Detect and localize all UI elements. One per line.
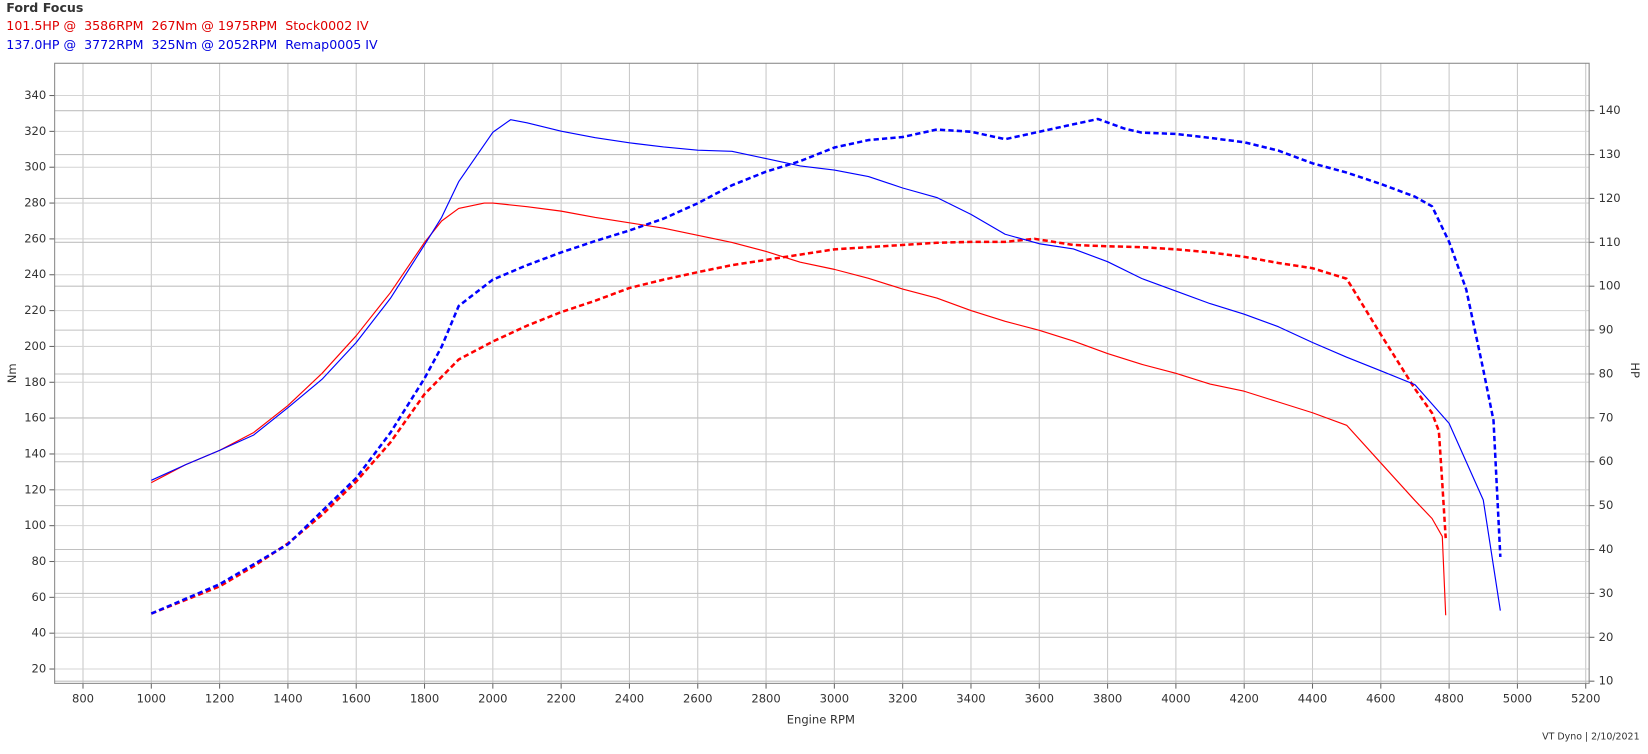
y-tick-label: 320 (24, 124, 46, 138)
y-tick-label: 100 (24, 518, 46, 532)
y2-tick-label: 40 (1599, 542, 1614, 556)
x-tick-label: 1200 (205, 692, 234, 706)
y-tick-label: 260 (24, 231, 46, 245)
torque-curve (151, 202, 1447, 616)
x-tick-label: 3600 (1025, 692, 1054, 706)
x-tick-label: 4400 (1298, 692, 1327, 706)
x-tick-label: 1000 (137, 692, 166, 706)
y-tick-label: 120 (24, 482, 46, 496)
x-tick-label: 4600 (1366, 692, 1395, 706)
y-axis-label: Nm (5, 363, 19, 383)
y-tick-label: 340 (24, 88, 46, 102)
plot-frame (54, 62, 1590, 684)
x-axis-label: Engine RPM (787, 713, 855, 727)
x-tick-label: 2800 (751, 692, 780, 706)
x-tick-label: 800 (72, 692, 94, 706)
x-tick-label: 5200 (1571, 692, 1600, 706)
y-tick-label: 300 (24, 160, 46, 174)
footer: VT Dyno | 2/10/2021 (1542, 731, 1639, 742)
x-tick-label: 4000 (1161, 692, 1190, 706)
x-tick-label: 4200 (1230, 692, 1259, 706)
y2-tick-label: 120 (1599, 191, 1621, 205)
y-tick-label: 280 (24, 196, 46, 210)
y2-tick-label: 70 (1599, 410, 1614, 424)
x-tick-label: 1400 (273, 692, 302, 706)
legend-entry: 101.5HP @ 3586RPM 267Nm @ 1975RPM Stock0… (6, 18, 369, 33)
y-tick-label: 20 (32, 662, 47, 676)
y-tick-label: 40 (32, 626, 47, 640)
y-tick-label: 200 (24, 339, 46, 353)
y2-tick-label: 110 (1599, 235, 1621, 249)
y-tick-label: 240 (24, 267, 46, 281)
torque-curve (151, 119, 1501, 611)
x-tick-label: 3000 (820, 692, 849, 706)
y2-tick-label: 100 (1599, 279, 1621, 293)
x-tick-label: 1600 (342, 692, 371, 706)
y2-tick-label: 60 (1599, 454, 1614, 468)
chart-title: Ford Focus (6, 0, 83, 15)
power-curve (150, 237, 1447, 615)
power-curve (150, 117, 1502, 615)
y2-tick-label: 10 (1599, 674, 1614, 688)
y2-tick-label: 80 (1599, 366, 1614, 380)
x-tick-label: 1800 (410, 692, 439, 706)
y2-axis-label: HP (1628, 362, 1642, 378)
y2-tick-label: 50 (1599, 498, 1614, 512)
x-tick-label: 2000 (478, 692, 507, 706)
y2-tick-label: 130 (1599, 147, 1621, 161)
x-tick-label: 2600 (683, 692, 712, 706)
y2-tick-label: 30 (1599, 586, 1614, 600)
y2-tick-label: 140 (1599, 103, 1621, 117)
y2-tick-label: 90 (1599, 323, 1614, 337)
y-tick-label: 60 (32, 590, 47, 604)
y-tick-label: 160 (24, 411, 46, 425)
y-tick-label: 220 (24, 303, 46, 317)
x-tick-label: 2400 (615, 692, 644, 706)
x-tick-label: 3800 (1093, 692, 1122, 706)
x-tick-label: 3400 (956, 692, 985, 706)
y-tick-label: 140 (24, 446, 46, 460)
y-tick-label: 180 (24, 375, 46, 389)
x-tick-label: 3200 (888, 692, 917, 706)
x-tick-label: 5000 (1503, 692, 1532, 706)
x-tick-label: 2200 (546, 692, 575, 706)
y-tick-label: 80 (32, 554, 47, 568)
legend-entry: 137.0HP @ 3772RPM 325Nm @ 2052RPM Remap0… (6, 37, 378, 52)
x-tick-label: 4800 (1434, 692, 1463, 706)
y2-tick-label: 20 (1599, 630, 1614, 644)
